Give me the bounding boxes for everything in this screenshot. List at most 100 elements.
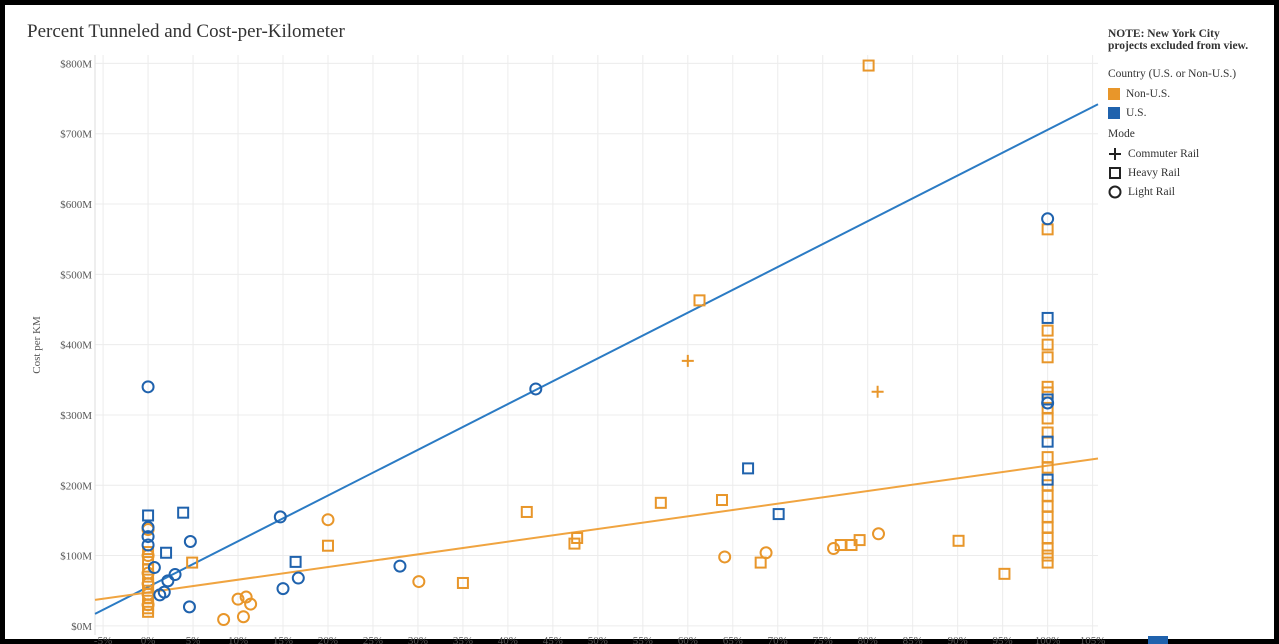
x-tick-label: 30% — [408, 635, 428, 644]
x-tick-label: 95% — [993, 635, 1013, 644]
x-tick-label: 55% — [633, 635, 653, 644]
legend-item: Light Rail — [1108, 182, 1258, 201]
legend-item: Non-U.S. — [1108, 84, 1258, 103]
x-tick-label: 105% — [1080, 635, 1106, 644]
y-tick-label: $800M — [60, 58, 92, 70]
point — [754, 556, 767, 569]
trend-line — [94, 103, 1099, 615]
point — [244, 597, 258, 611]
point — [1041, 461, 1054, 474]
point — [182, 600, 196, 614]
point — [681, 354, 694, 367]
point — [273, 510, 287, 524]
trend-line — [94, 457, 1099, 601]
point — [160, 546, 173, 559]
x-tick-label: 45% — [543, 635, 563, 644]
point — [141, 598, 155, 612]
point — [276, 582, 290, 596]
point — [1041, 212, 1055, 226]
legend-icon — [1109, 166, 1121, 179]
point — [157, 585, 171, 599]
point — [772, 508, 785, 521]
point — [742, 462, 755, 475]
point — [291, 571, 305, 585]
y-tick-label: $500M — [60, 269, 92, 281]
point — [1041, 412, 1054, 425]
point — [872, 527, 886, 541]
legend-item: U.S. — [1108, 103, 1258, 122]
point — [871, 385, 884, 398]
x-tick-label: 60% — [678, 635, 698, 644]
x-tick-label: 20% — [318, 635, 338, 644]
legend-title: Country (U.S. or Non-U.S.) — [1108, 68, 1237, 80]
x-tick-label: 15% — [273, 635, 293, 644]
legend-label: Heavy Rail — [1128, 166, 1181, 179]
x-tick-label: 100% — [1035, 635, 1061, 644]
x-tick-label: 90% — [948, 635, 968, 644]
point — [231, 592, 245, 606]
point — [1041, 311, 1054, 324]
point — [217, 613, 231, 627]
point — [393, 559, 407, 573]
x-tick-label: 0% — [141, 635, 156, 644]
x-tick-label: 80% — [858, 635, 878, 644]
legend-label: Light Rail — [1128, 185, 1175, 198]
note: NOTE: New York City projects excluded fr… — [1108, 28, 1249, 52]
x-tick-label: 70% — [768, 635, 788, 644]
point — [141, 520, 155, 534]
point — [177, 506, 190, 519]
point — [853, 534, 866, 547]
y-tick-label: $100M — [60, 551, 92, 563]
y-tick-label: $600M — [60, 199, 92, 211]
point — [1041, 351, 1054, 364]
y-axis-label: Cost per KM — [31, 316, 43, 374]
point — [141, 538, 155, 552]
x-tick-label: 65% — [723, 635, 743, 644]
x-tick-label: -5% — [94, 635, 112, 644]
point — [236, 610, 250, 624]
point — [654, 496, 667, 509]
x-tick-label: 25% — [363, 635, 383, 644]
point — [456, 576, 469, 589]
point — [412, 575, 426, 589]
legend-item: Heavy Rail — [1108, 163, 1258, 182]
x-tick-label: 85% — [903, 635, 923, 644]
point — [571, 531, 584, 544]
point — [1108, 185, 1122, 198]
point — [1041, 324, 1054, 337]
chart-title: Percent Tunneled and Cost-per-Kilometer — [27, 21, 345, 42]
point — [321, 513, 335, 527]
y-tick-label: $400M — [60, 340, 92, 352]
point — [161, 574, 175, 588]
x-tick-label: 40% — [498, 635, 518, 644]
legend-swatch — [1108, 87, 1120, 100]
point — [827, 542, 841, 556]
point — [186, 556, 199, 569]
point — [759, 546, 773, 560]
point — [1041, 549, 1054, 562]
y-tick-label: $200M — [60, 480, 92, 492]
point — [862, 59, 875, 72]
legend-item: Commuter Rail — [1108, 144, 1258, 163]
x-tick-label: 35% — [453, 635, 473, 644]
x-tick-label: 50% — [588, 635, 608, 644]
legend-label: Non-U.S. — [1126, 87, 1171, 100]
legend-icon — [1108, 185, 1122, 198]
x-tick-label: 75% — [813, 635, 833, 644]
point — [718, 550, 732, 564]
point — [183, 534, 197, 548]
legend-title: Mode — [1108, 128, 1135, 140]
point — [1109, 166, 1121, 179]
y-tick-label: $300M — [60, 410, 92, 422]
point — [141, 530, 155, 544]
point — [141, 380, 155, 394]
point — [142, 509, 155, 522]
point — [715, 494, 728, 507]
point — [998, 567, 1011, 580]
logo — [1148, 636, 1168, 644]
point — [1041, 542, 1054, 555]
point — [520, 505, 533, 518]
point — [147, 561, 161, 575]
point — [321, 539, 334, 552]
